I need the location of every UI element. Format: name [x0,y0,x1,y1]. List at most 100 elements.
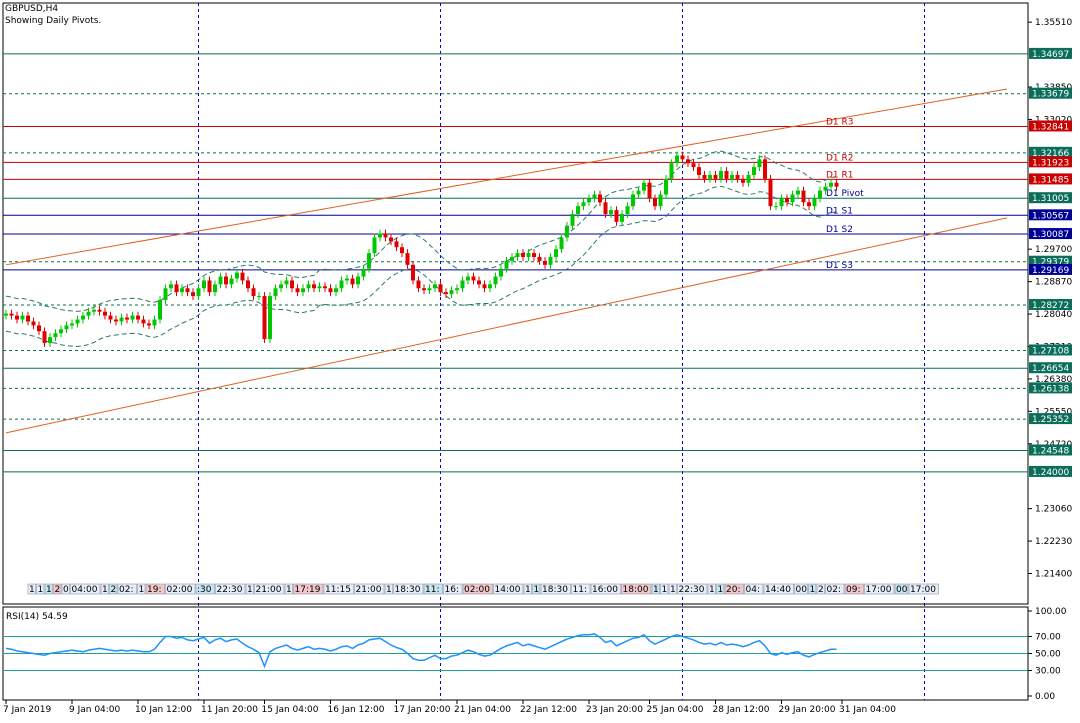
price-tick-label: 1.29700 [1035,245,1072,255]
candle-body [169,284,173,289]
candle-body [295,288,300,293]
price-badge-label: 1.25352 [1032,415,1069,425]
candle-body [81,315,85,320]
candle-body [449,290,454,295]
event-marker [571,583,591,595]
event-marker [677,583,708,595]
candle-body [240,272,245,281]
candle-body [746,174,751,183]
candle-body [493,276,498,285]
candle-body [565,225,569,238]
event-marker-label: 18:30 [542,585,568,595]
event-marker [100,583,109,595]
candle-body [284,280,289,285]
candle-body [163,288,168,300]
candle-body [4,313,8,316]
price-badge-label: 1.26654 [1032,364,1069,374]
event-marker-label: 21:00 [356,585,382,595]
event-marker-label: 09: [846,585,860,595]
candle-body [642,182,646,191]
event-marker [621,583,652,595]
candle-body [713,174,718,179]
candle-body [526,253,531,257]
price-tick-label: 1.25550 [1035,407,1072,417]
event-marker-label: 1 [46,585,52,595]
candle-body [207,280,212,293]
price-badge-label: 1.31923 [1032,158,1069,168]
rsi-tick-label: 100.00 [1035,607,1067,617]
time-tick-label: 7 Jan 2019 [3,705,51,715]
candle-body [697,167,701,175]
time-tick-label: 16 Jan 12:00 [328,705,385,715]
event-marker [44,583,53,595]
candle-body [37,325,41,332]
candle-body [9,313,14,316]
candle-body [438,284,443,293]
candle-body [499,268,503,277]
pivot-label: D1 S3 [826,261,853,271]
candle-body [42,331,47,343]
candle-body [15,315,19,320]
event-marker-label: 21:00 [256,585,282,595]
price-badge-label: 1.29169 [1032,266,1069,276]
candle-body [559,237,564,250]
event-marker [61,583,70,595]
price-badge-label: 1.31485 [1032,175,1069,185]
event-marker-label: 04: [746,585,760,595]
candle-body [334,288,338,293]
candle-body [301,288,305,293]
candle-body [537,256,542,261]
price-badge-label: 1.27108 [1032,346,1069,356]
rsi-title: RSI(14) 54.59 [6,612,68,622]
price-badge-label: 1.29379 [1032,258,1069,268]
candle-body [730,174,734,179]
candle-body [273,288,278,297]
price-badge [1029,228,1072,240]
candle-body [757,159,762,168]
price-badge [1029,465,1072,477]
candle-body [774,206,778,208]
candle-body [807,202,811,207]
candle-body [20,315,25,320]
price-badge [1029,255,1072,267]
price-badge [1029,173,1072,185]
time-tick-label: 31 Jan 04:00 [839,705,896,715]
price-badge [1029,146,1072,158]
price-badge [1029,47,1072,59]
event-marker [493,583,524,595]
candle-body [26,315,30,322]
candle-body [779,198,784,207]
candle-body [75,319,80,324]
event-marker-label: 1 [247,585,253,595]
candle-body [141,319,146,324]
candle-body [427,288,432,291]
candle-body [378,233,382,238]
candle-body [812,198,817,207]
candle-body [829,182,833,187]
event-marker-label: 18:00 [623,585,649,595]
event-marker [844,583,864,595]
candle-body [576,206,580,215]
candle-body [290,280,294,289]
price-badge [1029,87,1072,99]
rsi-tick-label: 0.00 [1035,692,1055,702]
time-tick-label: 23 Jan 20:00 [586,705,643,715]
rsi-tick-label: 50.00 [1035,650,1061,660]
candle-body [53,333,58,338]
event-marker-label: 17:19 [295,585,321,595]
time-tick-label: 9 Jan 04:00 [69,705,121,715]
candle-body [554,249,558,257]
price-badge [1029,192,1072,204]
candle-body [317,286,322,289]
price-badge [1029,156,1072,168]
time-tick-label: 29 Jan 20:00 [779,705,836,715]
event-marker [462,583,493,595]
event-marker [36,583,45,595]
candle-body [268,296,272,340]
event-marker [109,583,118,595]
time-tick-label: 21 Jan 04:00 [454,705,511,715]
event-marker-label: 22:30 [679,585,705,595]
price-badge-label: 1.24548 [1032,447,1069,457]
event-marker-label: 1 [525,585,531,595]
candle-body [477,280,481,285]
